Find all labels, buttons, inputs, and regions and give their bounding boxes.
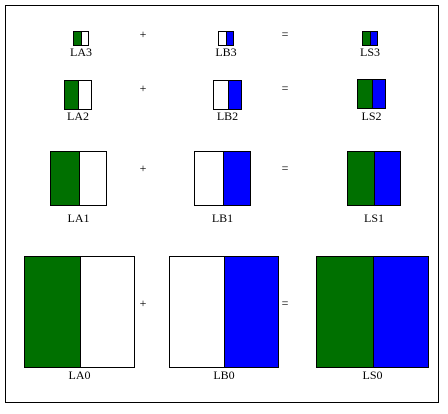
square-ls0	[316, 256, 429, 368]
square-ls1	[347, 151, 401, 206]
square-left-half	[195, 152, 223, 205]
plus-sign: +	[139, 161, 147, 175]
square-la0	[24, 256, 135, 368]
equals-sign: =	[281, 81, 289, 95]
square-right-half	[79, 257, 134, 367]
label-ls0: LS0	[362, 368, 383, 382]
square-right-half	[374, 152, 400, 205]
label-la1: LA1	[67, 211, 90, 225]
square-left-half	[25, 257, 80, 367]
square-right-half	[81, 32, 88, 45]
label-la0: LA0	[68, 368, 91, 382]
square-lb0	[169, 256, 279, 368]
square-right-half	[78, 152, 106, 205]
square-right-half	[222, 152, 250, 205]
square-ls3	[362, 31, 378, 46]
label-la3: LA3	[70, 45, 92, 59]
square-left-half	[214, 81, 228, 109]
square-left-half	[219, 32, 226, 45]
square-lb2	[213, 80, 242, 110]
square-right-half	[224, 257, 278, 367]
equals-sign: =	[281, 296, 289, 310]
square-left-half	[65, 81, 78, 109]
label-lb0: LB0	[213, 368, 235, 382]
square-left-half	[170, 257, 224, 367]
square-left-half	[51, 152, 79, 205]
square-left-half	[363, 32, 370, 45]
plus-sign: +	[139, 296, 147, 310]
plus-sign: +	[139, 27, 147, 41]
diagram-frame: LA3 LB3 LS3 + = LA2 LB2 LS2 + = LA1 LB1 LS1 + = LA0 LB0 L…	[5, 5, 439, 403]
label-ls2: LS2	[361, 109, 382, 123]
square-right-half	[370, 32, 377, 45]
square-right-half	[78, 81, 91, 109]
label-lb1: LB1	[211, 211, 234, 225]
square-lb1	[194, 151, 251, 206]
equals-sign: =	[281, 161, 289, 175]
square-la2	[64, 80, 92, 110]
square-lb3	[218, 31, 234, 46]
label-la2: LA2	[67, 109, 89, 123]
square-left-half	[74, 32, 81, 45]
square-left-half	[358, 80, 372, 108]
square-la1	[50, 151, 107, 206]
square-left-half	[317, 257, 373, 367]
square-right-half	[371, 80, 385, 108]
equals-sign: =	[281, 27, 289, 41]
square-ls2	[357, 79, 386, 109]
label-lb3: LB3	[215, 45, 237, 59]
label-ls3: LS3	[359, 45, 380, 59]
plus-sign: +	[139, 81, 147, 95]
square-la3	[73, 31, 89, 46]
label-ls1: LS1	[363, 211, 384, 225]
square-right-half	[226, 32, 233, 45]
label-lb2: LB2	[216, 109, 239, 123]
square-right-half	[227, 81, 241, 109]
square-left-half	[348, 152, 374, 205]
square-right-half	[372, 257, 428, 367]
